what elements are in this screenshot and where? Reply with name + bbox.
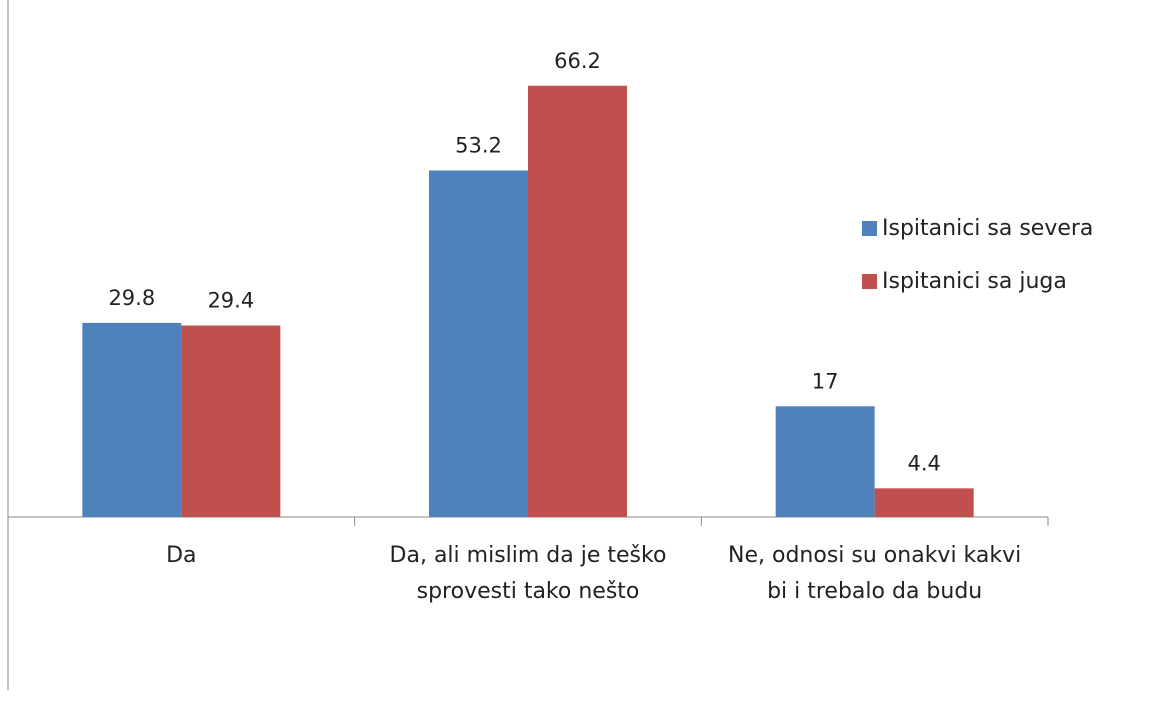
x-tick-label: Ne, odnosi su onakvi kakvi bi i trebalo … [728, 543, 1022, 604]
bar [874, 488, 974, 517]
data-label: 66.2 [554, 49, 601, 73]
data-label: 29.8 [108, 286, 155, 310]
legend-label: Ispitanici sa juga [882, 269, 1067, 294]
bar [181, 325, 281, 517]
data-label: 29.4 [207, 288, 254, 312]
data-label: 4.4 [907, 451, 940, 475]
x-tick-label: Da, ali mislim da je teško sprovesti tak… [389, 543, 667, 604]
legend-swatch [862, 221, 877, 236]
bar [82, 322, 182, 517]
bar [429, 170, 528, 517]
x-tick-label: Da [166, 543, 197, 568]
legend-label: Ispitanici sa severa [882, 216, 1093, 241]
data-label: 17 [812, 369, 839, 393]
bar [775, 406, 875, 517]
legend-swatch [862, 274, 877, 289]
bar [528, 85, 627, 518]
data-label: 53.2 [455, 133, 502, 157]
